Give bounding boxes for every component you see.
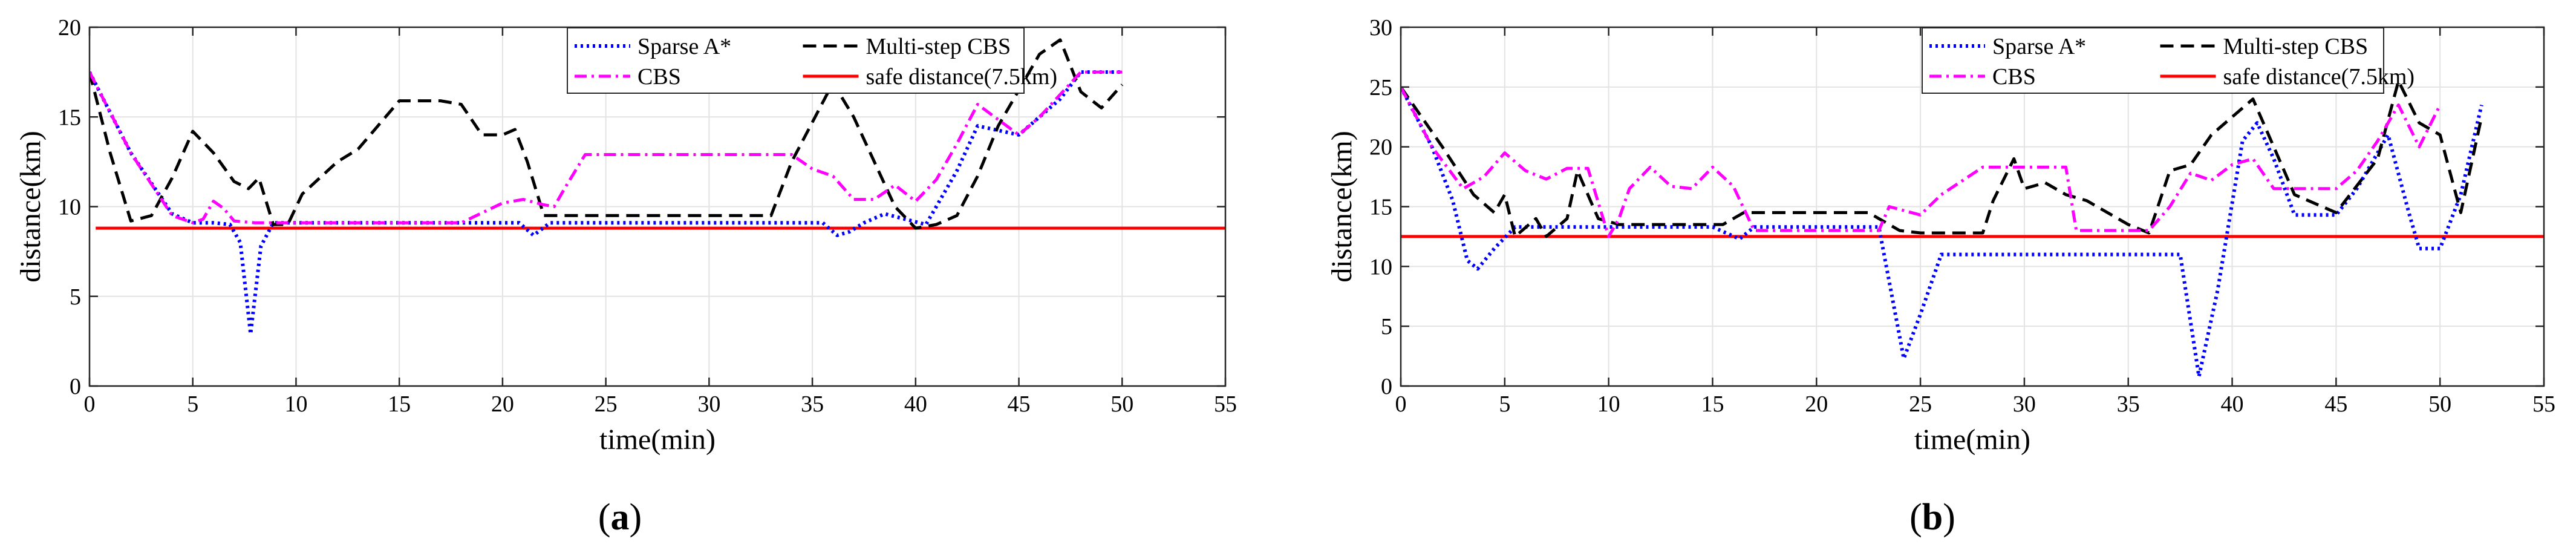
x-tick-label: 40 [904, 391, 927, 417]
y-tick-label: 15 [58, 105, 81, 130]
y-tick-label: 0 [70, 374, 81, 399]
x-axis-label: time(min) [1914, 424, 2030, 456]
legend-entry-label: CBS [637, 64, 681, 90]
y-axis-label: distance(km) [15, 131, 47, 283]
panel-label: (a) [598, 497, 642, 538]
x-tick-label: 30 [2013, 391, 2036, 417]
x-tick-label: 40 [2221, 391, 2244, 417]
y-tick-label: 10 [58, 195, 81, 220]
chart-panel-a: 0 5 10 15 20 25 30 35 40 45 50 55 0 5 10 15 20 time(min) d… [15, 15, 1237, 538]
series-line-multi-step-cbs [90, 38, 1124, 230]
y-tick-label: 0 [1381, 374, 1392, 399]
legend-entry-label: safe distance(7.5km) [2223, 64, 2415, 90]
x-tick-label: 45 [1008, 391, 1031, 417]
y-tick-label: 20 [58, 15, 81, 41]
y-tick-label: 20 [1369, 135, 1392, 160]
x-tick-label: 30 [697, 391, 720, 417]
x-tick-label: 55 [2532, 391, 2555, 417]
y-tick-label: 15 [1369, 195, 1392, 220]
legend-entry-label: Sparse A* [1992, 34, 2086, 59]
x-tick-label: 20 [1805, 391, 1828, 417]
x-tick-label: 55 [1214, 391, 1237, 417]
legend-entry-label: safe distance(7.5km) [866, 64, 1058, 90]
y-tick-label: 5 [70, 284, 81, 310]
legend: Sparse A* Multi-step CBS CBS safe distance(… [567, 27, 1058, 94]
legend-box [567, 27, 1025, 94]
x-tick-label: 0 [1395, 391, 1407, 417]
y-tick-label: 30 [1369, 15, 1392, 41]
x-tick-label: 15 [1701, 391, 1724, 417]
x-tick-label: 35 [801, 391, 824, 417]
y-tick-label: 25 [1369, 75, 1392, 100]
series-line-sparse-a [1401, 86, 2483, 379]
x-tick-label: 25 [595, 391, 618, 417]
legend-box [1922, 27, 2384, 94]
chart-panel-b: 0 5 10 15 20 25 30 35 40 45 50 55 0 5 10 15 20 25 30 time(m… [1326, 15, 2555, 538]
x-tick-label: 35 [2117, 391, 2140, 417]
y-tick-label: 5 [1381, 314, 1392, 339]
series-line-cbs [90, 70, 1123, 224]
legend: Sparse A* Multi-step CBS CBS safe distance(… [1922, 27, 2415, 94]
x-tick-label: 5 [187, 391, 198, 417]
x-tick-label: 50 [2428, 391, 2451, 417]
x-tick-label: 25 [1909, 391, 1932, 417]
legend-entry-label: Multi-step CBS [866, 34, 1011, 59]
x-axis-label: time(min) [599, 424, 716, 456]
x-tick-label: 15 [388, 391, 411, 417]
x-tick-label: 5 [1499, 391, 1510, 417]
legend-entry-label: Sparse A* [637, 34, 731, 59]
series-line-multi-step-cbs [1401, 79, 2483, 238]
series-line-cbs [1401, 86, 2442, 238]
x-tick-label: 20 [491, 391, 514, 417]
panel-label: (b) [1909, 497, 1955, 538]
x-tick-label: 10 [1597, 391, 1620, 417]
y-tick-label: 10 [1369, 254, 1392, 280]
x-tick-label: 10 [284, 391, 307, 417]
x-tick-label: 0 [84, 391, 96, 417]
x-tick-label: 45 [2324, 391, 2347, 417]
series-line-sparse-a [90, 70, 1123, 336]
legend-entry-label: CBS [1992, 64, 2036, 90]
y-axis-label: distance(km) [1326, 131, 1358, 283]
x-tick-label: 50 [1110, 391, 1133, 417]
legend-entry-label: Multi-step CBS [2223, 34, 2369, 59]
